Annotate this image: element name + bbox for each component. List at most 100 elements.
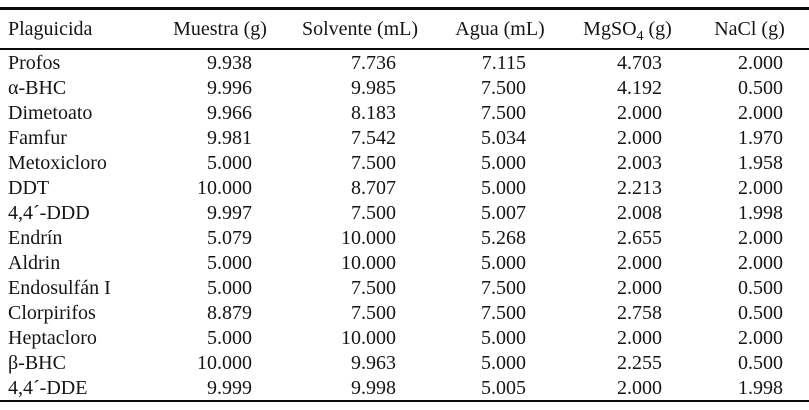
value-cell: 5.000 — [481, 151, 526, 174]
column-header-mgso4-prefix: MgSO — [583, 17, 637, 40]
table-row: 4,4´-DDD 9.997 7.500 5.007 2.008 1.998 — [0, 200, 809, 225]
value-cell: 9.963 — [351, 351, 396, 374]
table-row: Endosulfán I 5.000 7.500 7.500 2.000 0.500 — [0, 275, 809, 300]
value-cell: 7.500 — [351, 301, 396, 324]
value-cell: 9.985 — [351, 76, 396, 99]
value-cell: 2.213 — [617, 176, 662, 199]
value-cell: 2.000 — [617, 126, 662, 149]
value-cell: 2.000 — [738, 251, 783, 274]
value-cell: 9.996 — [207, 76, 252, 99]
value-cell: 5.000 — [481, 326, 526, 349]
pesticide-name-cell: Endrín — [8, 226, 63, 249]
value-cell: 7.500 — [481, 76, 526, 99]
pesticide-name-cell: Aldrin — [8, 251, 61, 274]
value-cell: 10.000 — [197, 176, 252, 199]
pesticide-name-cell: Clorpirifos — [8, 301, 96, 324]
table-row: α-BHC 9.996 9.985 7.500 4.192 0.500 — [0, 75, 809, 100]
value-cell: 2.000 — [617, 276, 662, 299]
value-cell: 5.000 — [481, 176, 526, 199]
pesticide-name-cell: Dimetoato — [8, 101, 93, 124]
pesticide-name-cell: α-BHC — [8, 76, 67, 99]
value-cell: 2.000 — [617, 326, 662, 349]
value-cell: 5.000 — [481, 351, 526, 374]
value-cell: 2.000 — [738, 51, 783, 74]
value-cell: 8.707 — [351, 176, 396, 199]
value-cell: 0.500 — [738, 76, 783, 99]
value-cell: 5.007 — [481, 201, 526, 224]
table-row: Metoxicloro 5.000 7.500 5.000 2.003 1.958 — [0, 150, 809, 175]
value-cell: 9.981 — [207, 126, 252, 149]
value-cell: 2.000 — [617, 376, 662, 399]
value-cell: 2.758 — [617, 301, 662, 324]
column-header-nacl: NaCl (g) — [690, 8, 809, 50]
value-cell: 5.000 — [207, 276, 252, 299]
value-cell: 1.998 — [738, 376, 783, 399]
value-cell: 0.500 — [738, 351, 783, 374]
value-cell: 9.938 — [207, 51, 252, 74]
pesticide-name-cell: β-BHC — [8, 351, 66, 374]
pesticide-name-cell: Endosulfán I — [8, 276, 111, 299]
pesticide-name-cell: DDT — [8, 176, 50, 199]
value-cell: 10.000 — [197, 351, 252, 374]
value-cell: 5.000 — [207, 326, 252, 349]
value-cell: 2.255 — [617, 351, 662, 374]
pesticide-conditions-table: Plaguicida Muestra (g) Solvente (mL) Agu… — [0, 7, 809, 402]
value-cell: 10.000 — [341, 326, 396, 349]
table-header: Plaguicida Muestra (g) Solvente (mL) Agu… — [0, 8, 809, 50]
column-header-mgso4: MgSO4 (g) — [565, 8, 690, 50]
column-header-muestra: Muestra (g) — [155, 8, 285, 50]
value-cell: 4.703 — [617, 51, 662, 74]
column-header-mgso4-suffix: (g) — [643, 17, 672, 40]
value-cell: 8.879 — [207, 301, 252, 324]
table-row: Aldrin 5.000 10.000 5.000 2.000 2.000 — [0, 250, 809, 275]
header-row: Plaguicida Muestra (g) Solvente (mL) Agu… — [0, 8, 809, 50]
value-cell: 2.008 — [617, 201, 662, 224]
value-cell: 9.998 — [351, 376, 396, 399]
value-cell: 10.000 — [341, 226, 396, 249]
value-cell: 7.500 — [481, 276, 526, 299]
pesticide-name-cell: Heptacloro — [8, 326, 97, 349]
value-cell: 1.998 — [738, 201, 783, 224]
pesticide-name-cell: Metoxicloro — [8, 151, 107, 174]
value-cell: 5.000 — [207, 151, 252, 174]
value-cell: 9.999 — [207, 376, 252, 399]
column-header-solvente: Solvente (mL) — [285, 8, 435, 50]
value-cell: 5.005 — [481, 376, 526, 399]
value-cell: 2.655 — [617, 226, 662, 249]
value-cell: 5.034 — [481, 126, 526, 149]
value-cell: 2.000 — [738, 326, 783, 349]
value-cell: 5.000 — [207, 251, 252, 274]
value-cell: 2.003 — [617, 151, 662, 174]
value-cell: 10.000 — [341, 251, 396, 274]
value-cell: 2.000 — [738, 226, 783, 249]
value-cell: 1.958 — [738, 151, 783, 174]
value-cell: 1.970 — [738, 126, 783, 149]
value-cell: 9.966 — [207, 101, 252, 124]
column-header-plaguicida: Plaguicida — [0, 8, 155, 50]
pesticide-name-cell: 4,4´-DDE — [8, 376, 88, 399]
value-cell: 5.000 — [481, 251, 526, 274]
value-cell: 5.268 — [481, 226, 526, 249]
value-cell: 0.500 — [738, 301, 783, 324]
value-cell: 2.000 — [617, 251, 662, 274]
table-row: 4,4´-DDE 9.999 9.998 5.005 2.000 1.998 — [0, 375, 809, 401]
table-row: Dimetoato 9.966 8.183 7.500 2.000 2.000 — [0, 100, 809, 125]
value-cell: 7.500 — [481, 301, 526, 324]
value-cell: 7.736 — [351, 51, 396, 74]
value-cell: 7.542 — [351, 126, 396, 149]
value-cell: 2.000 — [738, 176, 783, 199]
value-cell: 7.500 — [351, 276, 396, 299]
table-body: Profos 9.938 7.736 7.115 4.703 2.000 α-BHC 9.99… — [0, 49, 809, 401]
pesticide-name-cell: 4,4´-DDD — [8, 201, 90, 224]
value-cell: 2.000 — [738, 101, 783, 124]
table-row: Famfur 9.981 7.542 5.034 2.000 1.970 — [0, 125, 809, 150]
table-row: Clorpirifos 8.879 7.500 7.500 2.758 0.500 — [0, 300, 809, 325]
value-cell: 7.115 — [481, 51, 526, 74]
table-row: Heptacloro 5.000 10.000 5.000 2.000 2.000 — [0, 325, 809, 350]
table-row: DDT 10.000 8.707 5.000 2.213 2.000 — [0, 175, 809, 200]
value-cell: 7.500 — [351, 201, 396, 224]
pesticide-name-cell: Famfur — [8, 126, 67, 149]
value-cell: 2.000 — [617, 101, 662, 124]
value-cell: 7.500 — [481, 101, 526, 124]
